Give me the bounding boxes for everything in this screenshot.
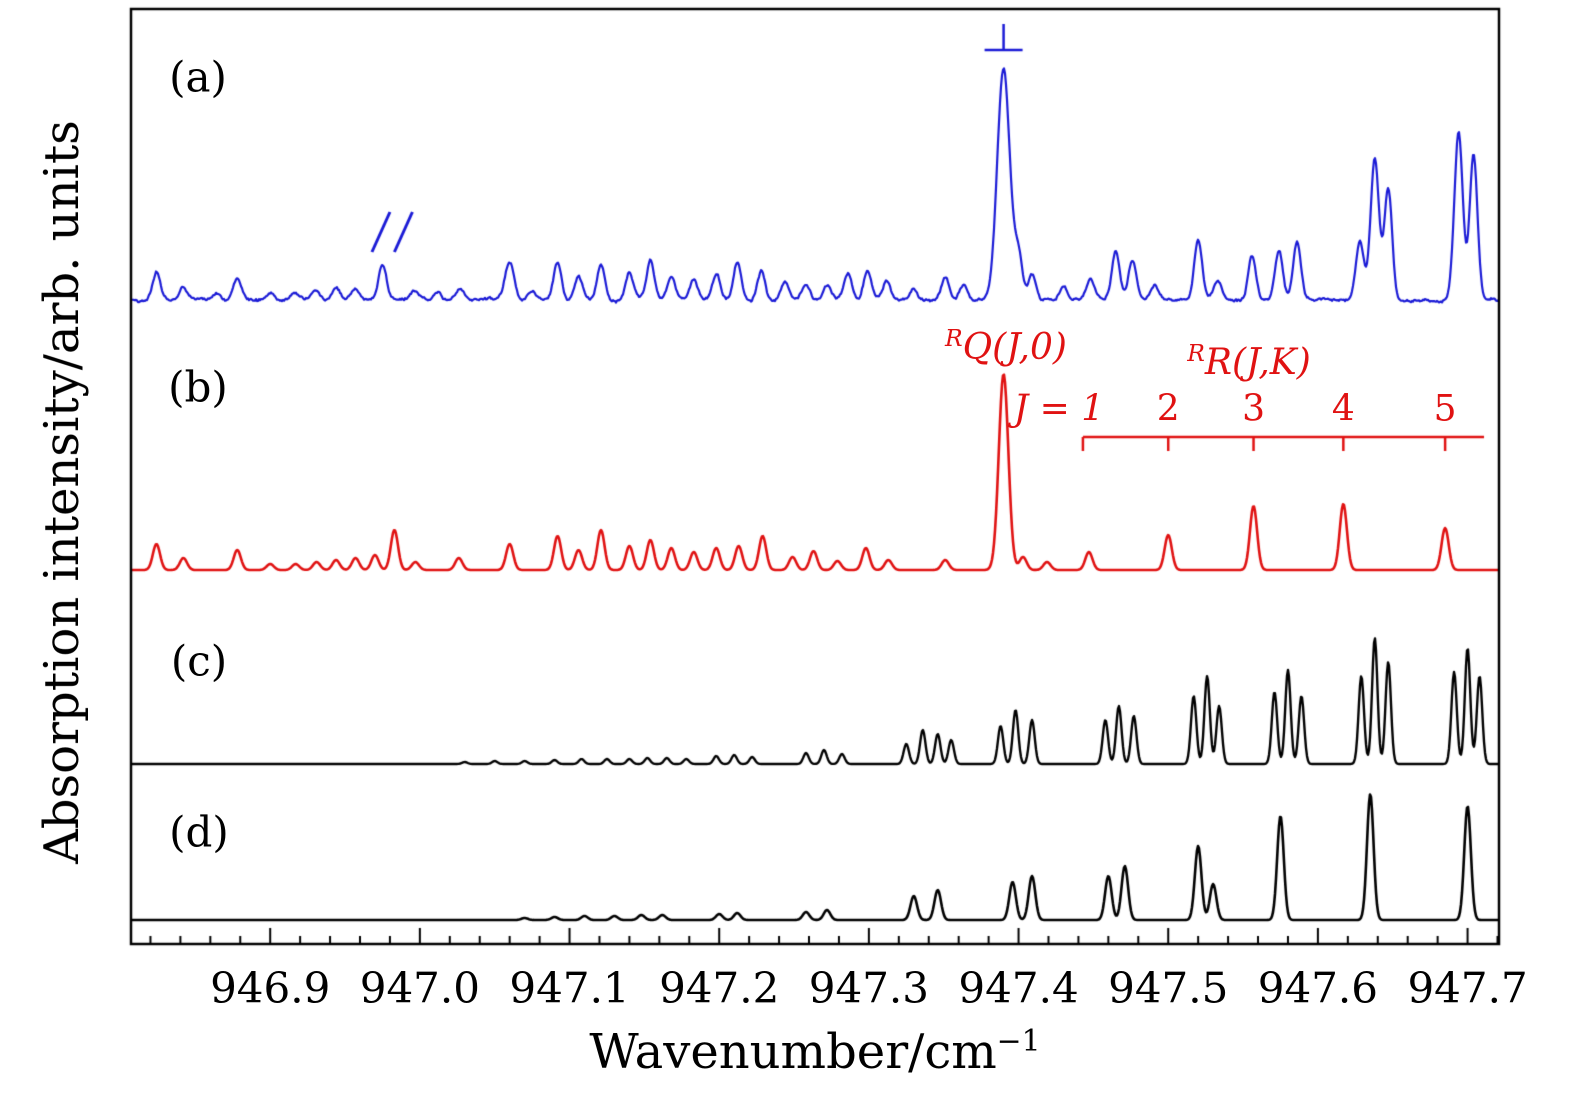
x-axis-tick-label: 947.6 bbox=[1257, 963, 1379, 1013]
x-axis-tick-label: 946.9 bbox=[210, 963, 331, 1013]
x-axis-label-main: Wavenumber/cm bbox=[589, 1024, 997, 1080]
x-axis-label-exponent: −1 bbox=[996, 1024, 1041, 1059]
j-assignment-label: 2 bbox=[1156, 388, 1180, 430]
x-axis-label: Wavenumber/cm−1 bbox=[589, 1024, 1040, 1080]
x-axis-tick-label: 947.5 bbox=[1108, 963, 1229, 1013]
j-assignment-label: 5 bbox=[1433, 388, 1457, 430]
x-axis-tick-label: 947.4 bbox=[958, 963, 1079, 1013]
q-branch-presuperscript: R bbox=[945, 324, 963, 352]
panel-label-c: (c) bbox=[170, 636, 228, 686]
panel-label-a: (a) bbox=[169, 52, 227, 102]
r-branch-presuperscript: R bbox=[1187, 339, 1205, 367]
r-branch-text: R(J,K) bbox=[1204, 342, 1311, 383]
x-axis-tick-label: 947.3 bbox=[808, 963, 929, 1013]
j-assignment-label: 4 bbox=[1331, 388, 1355, 430]
x-axis-tick-label: 947.2 bbox=[659, 963, 780, 1013]
panel-label-b: (b) bbox=[168, 362, 228, 412]
q-branch-text: Q(J,0) bbox=[962, 327, 1067, 368]
j-assignment-label: 3 bbox=[1242, 388, 1265, 430]
x-axis-tick-label: 947.1 bbox=[509, 963, 630, 1013]
x-axis-tick-label: 947.0 bbox=[359, 963, 480, 1013]
y-axis-label: Absorption intensity/arb. units bbox=[34, 120, 90, 864]
r-branch-label: RR(J,K) bbox=[1187, 339, 1310, 383]
j-assignment-label: J = 1 bbox=[1013, 388, 1105, 430]
panel-label-d: (d) bbox=[169, 807, 229, 857]
q-branch-label: RQ(J,0) bbox=[945, 324, 1067, 368]
x-axis-tick-label: 947.7 bbox=[1407, 963, 1528, 1013]
